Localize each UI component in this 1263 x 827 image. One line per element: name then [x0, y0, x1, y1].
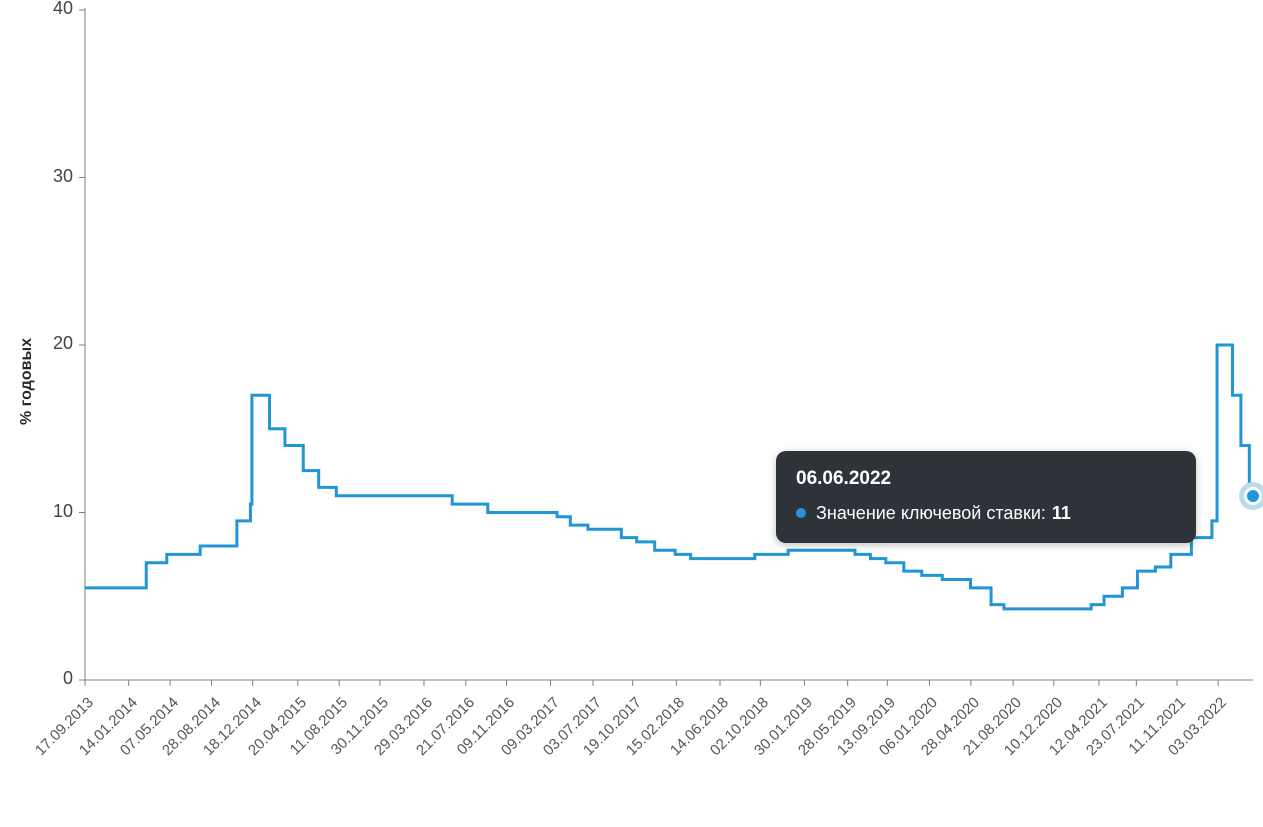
y-tick-label: 30 — [53, 166, 73, 187]
hover-marker[interactable] — [1244, 487, 1262, 505]
tooltip-series-label: Значение ключевой ставки: — [816, 500, 1046, 527]
tooltip-series-dot — [796, 508, 806, 518]
key-rate-chart: 010203040% годовых17.09.201314.01.201407… — [0, 0, 1263, 827]
y-tick-label: 0 — [63, 668, 73, 689]
chart-tooltip: 06.06.2022 Значение ключевой ставки:11 — [776, 451, 1196, 543]
tooltip-row: Значение ключевой ставки:11 — [796, 500, 1176, 527]
y-axis-title: % годовых — [18, 338, 36, 425]
y-tick-label: 20 — [53, 333, 73, 354]
tooltip-date: 06.06.2022 — [796, 465, 1176, 494]
tooltip-series-value: 11 — [1052, 500, 1071, 527]
y-tick-label: 10 — [53, 501, 73, 522]
y-tick-label: 40 — [53, 0, 73, 19]
